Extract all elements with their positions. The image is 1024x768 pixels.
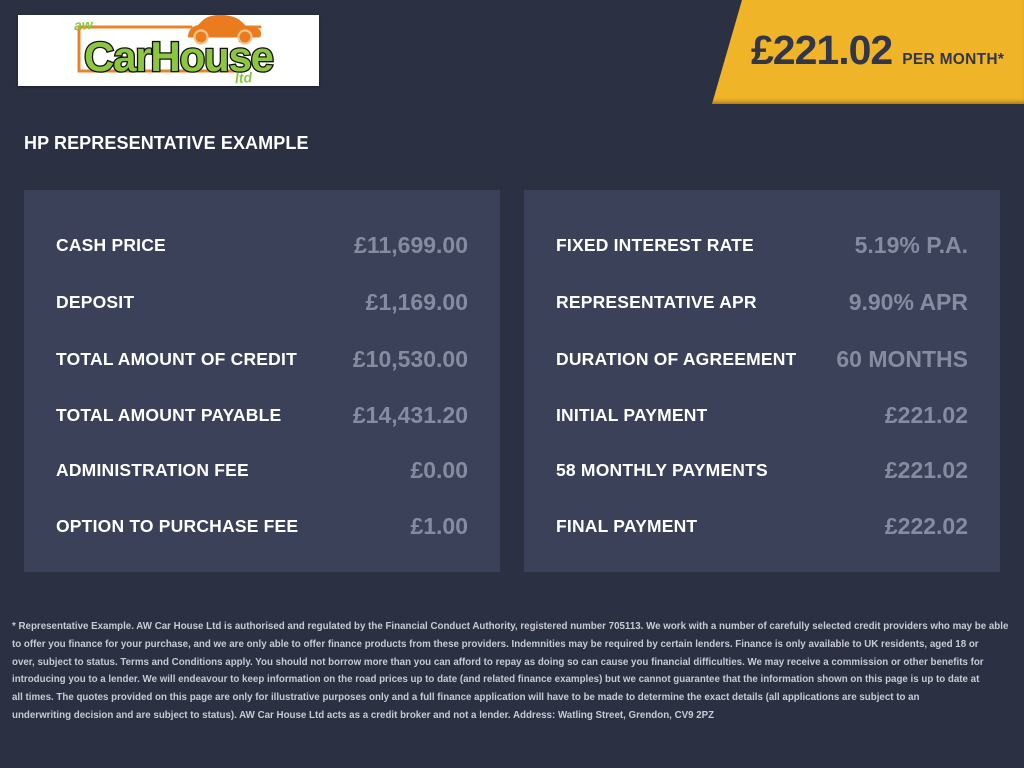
svg-text:ltd: ltd <box>234 69 253 86</box>
svg-text:aw: aw <box>73 16 94 33</box>
